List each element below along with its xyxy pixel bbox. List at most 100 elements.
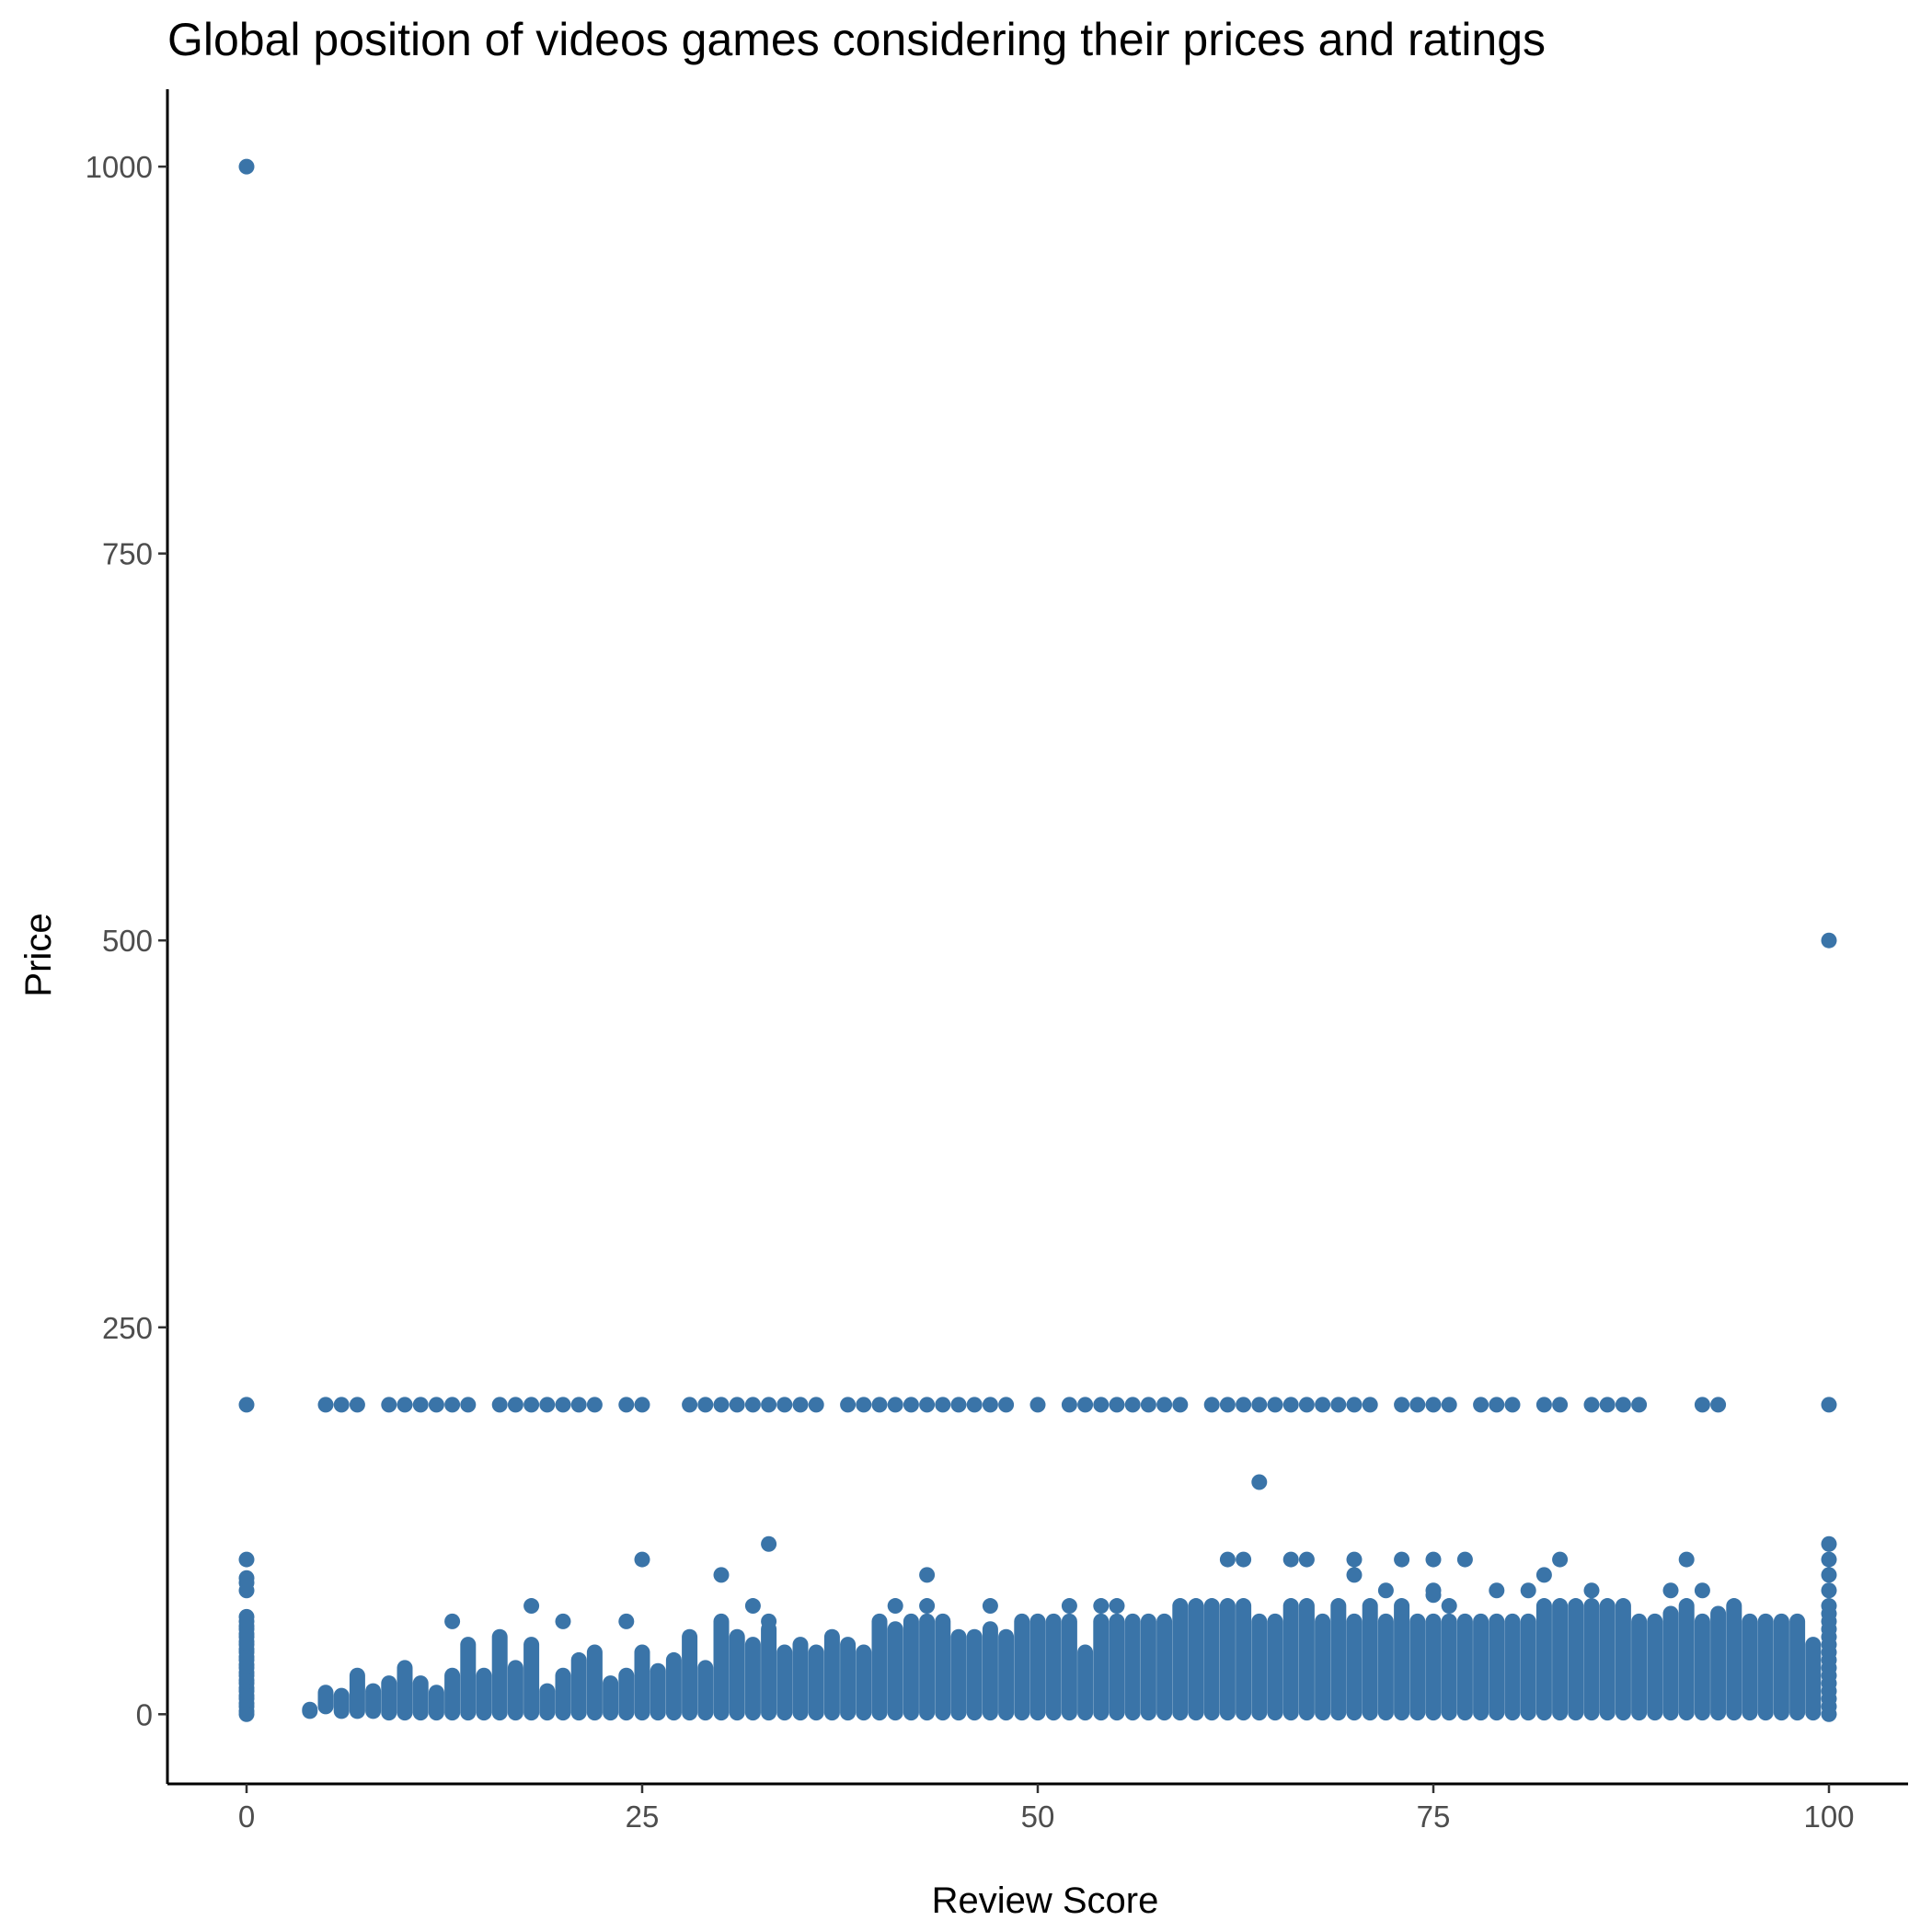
point-band: [1805, 1637, 1822, 1721]
point-band: [1504, 1613, 1521, 1721]
point-band: [1061, 1613, 1077, 1721]
data-point: [1631, 1397, 1648, 1413]
data-point: [1330, 1397, 1347, 1413]
data-point: [1821, 1582, 1837, 1599]
data-point: [1077, 1397, 1094, 1413]
data-point: [1425, 1587, 1442, 1604]
point-band: [618, 1667, 635, 1721]
point-band: [397, 1660, 413, 1721]
data-point: [1535, 1567, 1552, 1583]
point-band: [634, 1644, 650, 1721]
data-point: [887, 1598, 903, 1615]
y-axis-ticks: 0 250 500 750 1000: [86, 150, 167, 1731]
data-point: [935, 1397, 951, 1413]
data-point: [1282, 1551, 1299, 1568]
point-band: [1346, 1613, 1363, 1721]
point-band: [1236, 1598, 1252, 1721]
data-point: [713, 1567, 730, 1583]
data-point: [1473, 1397, 1489, 1413]
data-point: [1425, 1551, 1442, 1568]
data-point: [982, 1598, 998, 1615]
point-band: [1156, 1613, 1173, 1721]
data-point: [555, 1397, 571, 1413]
point-band: [1742, 1613, 1758, 1721]
data-point: [1552, 1397, 1569, 1413]
point-band: [903, 1613, 919, 1721]
point-band: [823, 1628, 840, 1721]
data-point: [1061, 1598, 1077, 1615]
data-point: [1109, 1598, 1125, 1615]
data-point: [1821, 1567, 1837, 1583]
point-band: [1710, 1605, 1727, 1721]
y-tick-label: 500: [102, 924, 153, 958]
point-band: [317, 1685, 334, 1715]
data-point: [1346, 1551, 1363, 1568]
point-band: [1568, 1598, 1584, 1721]
data-point: [634, 1397, 650, 1413]
data-point: [744, 1397, 761, 1413]
data-point: [634, 1551, 650, 1568]
point-band: [1330, 1598, 1347, 1721]
point-band: [333, 1687, 350, 1719]
point-band: [412, 1675, 429, 1721]
data-point: [1251, 1397, 1268, 1413]
data-point: [238, 1706, 255, 1722]
point-band: [1535, 1598, 1552, 1721]
chart-title: Global position of videos games consider…: [167, 14, 1547, 65]
data-point: [523, 1397, 540, 1413]
data-point: [1377, 1582, 1394, 1599]
data-point: [397, 1397, 413, 1413]
data-point: [856, 1397, 872, 1413]
data-point: [1710, 1397, 1727, 1413]
point-band: [871, 1613, 888, 1721]
data-point: [1109, 1397, 1125, 1413]
x-tick-label: 0: [238, 1800, 255, 1834]
point-band: [713, 1613, 730, 1721]
point-band: [761, 1621, 777, 1721]
data-point: [761, 1613, 777, 1629]
data-point: [460, 1397, 477, 1413]
point-band: [1282, 1598, 1299, 1721]
data-point: [1678, 1551, 1695, 1568]
point-band: [887, 1621, 903, 1721]
x-axis-ticks: 0 25 50 75 100: [238, 1784, 1855, 1834]
point-band: [444, 1667, 461, 1721]
point-band: [1489, 1613, 1505, 1721]
data-point: [238, 1397, 255, 1413]
data-point: [238, 1582, 255, 1599]
point-band: [1647, 1613, 1663, 1721]
data-point: [238, 1551, 255, 1568]
data-point: [1441, 1598, 1457, 1615]
point-band: [1251, 1613, 1268, 1721]
point-band: [1172, 1598, 1189, 1721]
data-point: [618, 1397, 635, 1413]
data-point: [1583, 1582, 1600, 1599]
point-band: [1773, 1613, 1789, 1721]
data-point: [1520, 1582, 1536, 1599]
data-point: [1267, 1397, 1283, 1413]
data-point: [444, 1613, 461, 1629]
data-point: [1236, 1397, 1252, 1413]
data-point: [618, 1613, 635, 1629]
point-band: [586, 1644, 603, 1721]
data-point: [1093, 1397, 1110, 1413]
point-band: [1662, 1605, 1679, 1721]
data-point: [1535, 1397, 1552, 1413]
data-point: [1425, 1397, 1442, 1413]
data-point: [1219, 1397, 1236, 1413]
data-point: [1346, 1397, 1363, 1413]
data-point: [871, 1397, 888, 1413]
data-point: [507, 1397, 523, 1413]
point-band: [744, 1637, 761, 1721]
point-band: [1473, 1613, 1489, 1721]
point-band: [1394, 1598, 1410, 1721]
data-point: [1821, 1706, 1837, 1722]
data-point: [808, 1397, 824, 1413]
x-axis-title: Review Score: [932, 1880, 1159, 1921]
x-tick-label: 100: [1803, 1800, 1854, 1834]
data-point: [1615, 1397, 1631, 1413]
data-point: [1694, 1397, 1710, 1413]
data-point: [1694, 1582, 1710, 1599]
data-point: [1821, 932, 1837, 949]
data-point: [1409, 1397, 1426, 1413]
